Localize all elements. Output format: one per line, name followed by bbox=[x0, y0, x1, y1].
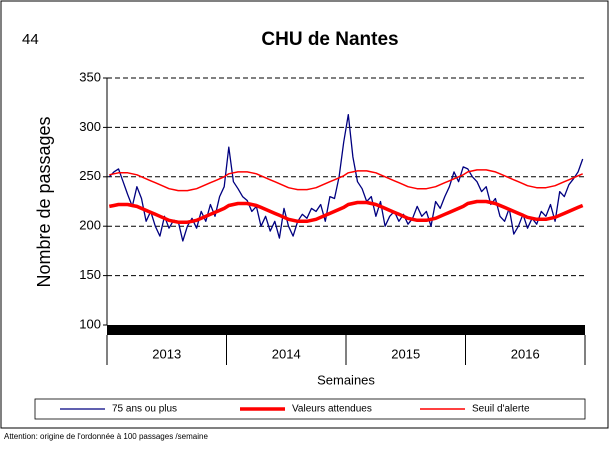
x-tick-label: 2016 bbox=[511, 346, 540, 361]
y-tick-label: 200 bbox=[79, 218, 101, 233]
y-tick-label: 350 bbox=[79, 69, 101, 84]
series-line bbox=[108, 113, 584, 242]
y-axis-label: Nombre de passages bbox=[34, 116, 54, 287]
legend-label: 75 ans ou plus bbox=[112, 404, 177, 415]
y-tick-label: 100 bbox=[79, 316, 101, 331]
y-tick-label: 300 bbox=[79, 119, 101, 134]
legend-label: Seuil d'alerte bbox=[472, 404, 530, 415]
legend-label: Valeurs attendues bbox=[292, 404, 372, 415]
legend-box bbox=[34, 398, 586, 420]
series-line bbox=[109, 169, 583, 192]
x-axis-label: Semaines bbox=[317, 372, 375, 387]
series-line bbox=[108, 199, 584, 224]
chart-title: CHU de Nantes bbox=[261, 29, 398, 50]
x-tick-label: 2015 bbox=[391, 346, 420, 361]
x-axis-bar bbox=[107, 325, 585, 335]
y-tick-label: 150 bbox=[79, 267, 101, 282]
chart-number: 44 bbox=[22, 31, 39, 48]
x-tick-label: 2014 bbox=[272, 346, 301, 361]
x-tick-label: 2013 bbox=[152, 346, 181, 361]
footnote: Attention: origine de l'ordonnée à 100 p… bbox=[4, 432, 208, 441]
y-tick-label: 250 bbox=[79, 168, 101, 183]
frame bbox=[0, 0, 609, 429]
